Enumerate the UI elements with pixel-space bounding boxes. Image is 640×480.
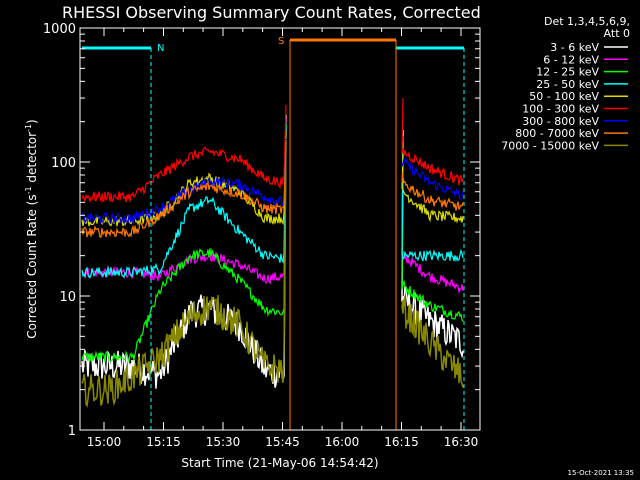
series-line-2-before — [81, 122, 287, 364]
y-tick-label-1: 10 — [59, 290, 76, 305]
legend-entry-6: 300 - 800 keV — [522, 115, 599, 128]
series-line-7-before — [81, 142, 287, 238]
x-tick-label-6: 16:30 — [444, 435, 479, 449]
series-line-1-after — [401, 135, 464, 295]
series-line-2-after — [401, 141, 464, 322]
x-tick-label-4: 16:00 — [325, 435, 360, 449]
series-line-6-after — [401, 157, 464, 201]
series-line-3-before — [81, 126, 287, 279]
chart-title: RHESSI Observing Summary Count Rates, Co… — [62, 3, 481, 22]
series-line-5-after — [401, 97, 464, 186]
y-tick-label-3: 1000 — [43, 22, 76, 37]
series-line-8-after — [401, 295, 464, 388]
y-tick-label-2: 100 — [51, 156, 76, 171]
y-tick-label-0: 1 — [68, 424, 76, 439]
y-axis-label-part: ) — [25, 119, 39, 124]
series-line-8-before — [81, 139, 287, 408]
legend-header-line-2: Att 0 — [604, 27, 630, 40]
legend-entry-2: 12 - 25 keV — [536, 66, 599, 79]
series-line-4-after — [401, 153, 464, 224]
x-tick-label-5: 16:15 — [384, 435, 419, 449]
legend-entry-8: 7000 - 15000 keV — [501, 139, 599, 152]
y-axis-label-part: detector — [25, 132, 39, 187]
y-axis-label-part: -1 — [24, 124, 33, 132]
night-label: N — [157, 43, 164, 54]
series-line-6-before — [81, 138, 287, 226]
series-line-7-after — [401, 171, 464, 211]
legend-header-line-1: Det 1,3,4,5,6,9, — [544, 15, 630, 28]
series-layer — [81, 97, 464, 408]
legend-entry-5: 100 - 300 keV — [522, 103, 599, 116]
y-axis-label-part: -1 — [24, 186, 33, 194]
x-axis-label: Start Time (21-May-06 14:54:42) — [181, 456, 378, 470]
legend-entry-0: 3 - 6 keV — [550, 41, 599, 54]
legend-entry-7: 800 - 7000 keV — [515, 127, 599, 140]
x-tick-label-3: 15:45 — [265, 435, 300, 449]
legend-entry-1: 6 - 12 keV — [543, 53, 599, 66]
legend-entry-3: 25 - 50 keV — [536, 78, 599, 91]
saa-label: S — [278, 36, 284, 47]
y-axis-label: Corrected Count Rate (s-1 detector-1) — [24, 119, 39, 338]
y-axis-label-part: Corrected Count Rate (s — [25, 194, 39, 338]
series-line-0-before — [81, 114, 287, 389]
x-tick-label-2: 15:30 — [206, 435, 241, 449]
legend-entry-4: 50 - 100 keV — [529, 90, 599, 103]
plot-frame — [79, 27, 481, 431]
annotation-layer: NS — [82, 36, 465, 430]
series-line-5-before — [81, 104, 287, 204]
footer-timestamp: 15-Oct-2021 13:35 — [568, 469, 634, 477]
axes-layer: 15:00 15:15 15:30 15:45 16:00 16:15 16:30 Start… — [24, 22, 481, 470]
x-tick-label-1: 15:15 — [146, 435, 181, 449]
series-line-3-after — [401, 147, 464, 263]
x-tick-label-0: 15:00 — [87, 435, 122, 449]
